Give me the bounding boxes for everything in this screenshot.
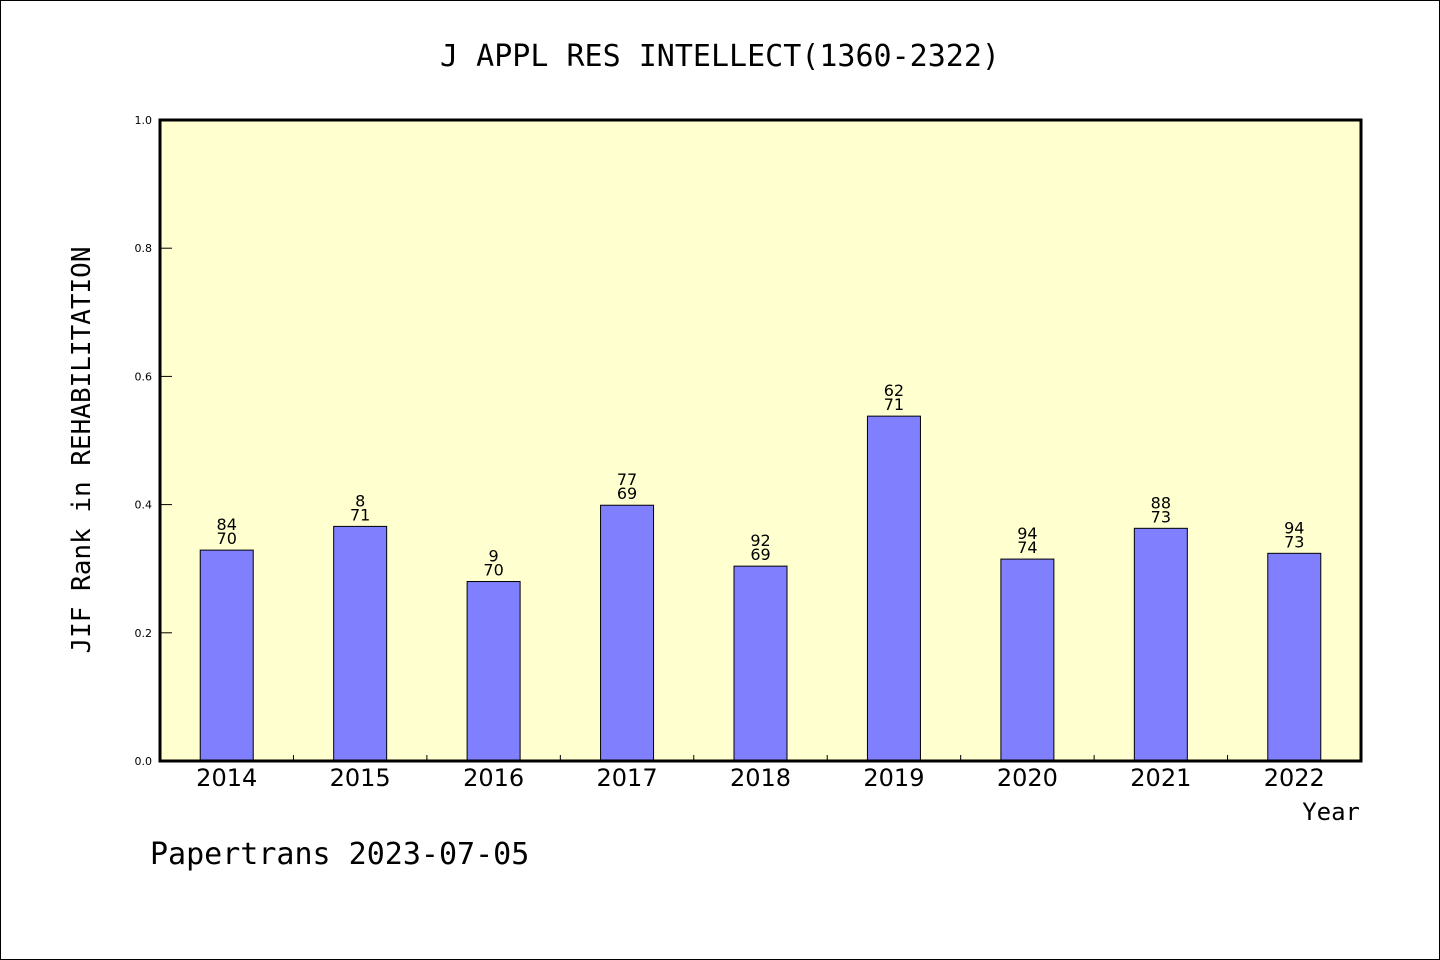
x-axis-label: Year bbox=[1302, 798, 1360, 826]
y-axis-label: JIF Rank in REHABILITATION bbox=[67, 247, 97, 654]
bar-2015 bbox=[333, 525, 388, 762]
y-axis: 0.0 0.2 0.4 0.6 0.8 1.0 bbox=[135, 114, 172, 768]
x-axis: 2014 2015 2016 2017 2018 2019 2020 2021 2022 bbox=[196, 755, 1325, 792]
y-tick-label: 1.0 bbox=[135, 114, 153, 127]
bar-2020 bbox=[1000, 558, 1055, 762]
bar-label-top: 92 bbox=[750, 531, 770, 550]
bar-label-bottom: 70 bbox=[217, 529, 237, 548]
y-tick-label: 0.4 bbox=[135, 499, 153, 512]
bar-2021 bbox=[1133, 527, 1188, 762]
x-tick-label: 2022 bbox=[1264, 764, 1325, 792]
bar-label-top: 62 bbox=[884, 381, 904, 400]
y-tick-label: 0.8 bbox=[135, 242, 153, 255]
y-tick-label: 0.0 bbox=[135, 755, 153, 768]
y-tick-label: 0.2 bbox=[135, 627, 153, 640]
bar-2014 bbox=[199, 549, 254, 762]
bar-2022 bbox=[1267, 552, 1322, 762]
bar-label-bottom: 74 bbox=[1017, 538, 1037, 557]
x-tick-label: 2020 bbox=[997, 764, 1058, 792]
bar-2018 bbox=[733, 565, 788, 762]
bar-label-bottom: 70 bbox=[483, 561, 503, 580]
bar-label-top: 88 bbox=[1151, 493, 1171, 512]
x-tick-label: 2017 bbox=[597, 764, 658, 792]
bar-label-bottom: 71 bbox=[884, 395, 904, 414]
x-tick-label: 2014 bbox=[196, 764, 257, 792]
bar-label-top: 94 bbox=[1017, 524, 1037, 543]
x-tick-label: 2016 bbox=[463, 764, 524, 792]
bar-2019 bbox=[866, 415, 921, 762]
plot-frame bbox=[158, 118, 1363, 763]
bar-label-top: 84 bbox=[217, 515, 237, 534]
bar-label-bottom: 69 bbox=[617, 484, 637, 503]
x-tick-label: 2021 bbox=[1130, 764, 1191, 792]
bar-label-top: 8 bbox=[355, 491, 365, 510]
bar-label-top: 94 bbox=[1284, 518, 1304, 537]
y-tick-label: 0.6 bbox=[135, 370, 153, 383]
bar-2016 bbox=[466, 581, 521, 762]
bar-2017 bbox=[600, 504, 655, 762]
bar-label-bottom: 71 bbox=[350, 505, 370, 524]
bar-label-bottom: 69 bbox=[750, 545, 770, 564]
footer-credit: Papertrans 2023-07-05 bbox=[150, 837, 529, 872]
chart-title: J APPL RES INTELLECT(1360-2322) bbox=[440, 39, 1000, 74]
x-tick-label: 2018 bbox=[730, 764, 791, 792]
bar-label-bottom: 73 bbox=[1151, 507, 1171, 526]
x-tick-label: 2019 bbox=[863, 764, 924, 792]
bar-label-top: 9 bbox=[489, 547, 499, 566]
bar-label-top: 77 bbox=[617, 470, 637, 489]
bar-label-bottom: 73 bbox=[1284, 532, 1304, 551]
x-tick-label: 2015 bbox=[330, 764, 391, 792]
